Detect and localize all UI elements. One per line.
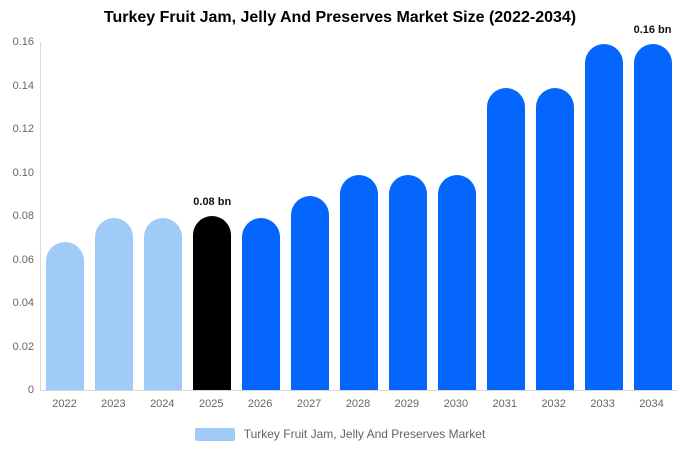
x-axis-tick-label: 2033 xyxy=(590,398,615,410)
y-axis-tick-label: 0.14 xyxy=(12,79,34,92)
x-axis-tick-label: 2030 xyxy=(443,398,469,410)
y-axis-tick-label: 0.12 xyxy=(12,123,34,135)
y-axis-tick-label: 0.06 xyxy=(12,253,34,266)
x-axis-tick-label: 2023 xyxy=(101,398,126,410)
bar-slot xyxy=(530,42,579,390)
bar-slot xyxy=(579,42,628,390)
chart-title: Turkey Fruit Jam, Jelly And Preserves Ma… xyxy=(103,9,577,26)
plot-area: 0.08 bn 0.16 bn xyxy=(40,24,677,391)
legend: Turkey Fruit Jam, Jelly And Preserves Ma… xyxy=(0,427,680,441)
bar-2033 xyxy=(584,44,623,390)
bar-2024 xyxy=(144,218,183,390)
bar-slot xyxy=(139,42,188,390)
x-axis-tick-label: 2034 xyxy=(639,398,664,410)
bar-2022 xyxy=(46,242,85,390)
legend-swatch xyxy=(194,427,235,441)
bar-slot: 0.08 bn xyxy=(188,42,237,390)
x-axis-tick-label: 2022 xyxy=(52,398,77,410)
bar-slot xyxy=(41,42,90,390)
bar-2029 xyxy=(388,175,427,390)
x-axis-tick-label: 2029 xyxy=(394,398,420,410)
y-axis-tick-label: 0.02 xyxy=(12,340,34,353)
x-axis-tick-label: 2025 xyxy=(198,398,224,410)
x-axis-tick-label: 2028 xyxy=(345,398,371,410)
bar-2026 xyxy=(242,218,281,390)
bar-slot xyxy=(237,42,286,390)
y-axis-tick-label: 0.08 xyxy=(12,210,34,222)
x-axis-tick-label: 2032 xyxy=(541,398,566,410)
y-axis-tick-label: 0 xyxy=(27,384,34,396)
bar-2023 xyxy=(95,218,134,390)
y-axis-tick-label: 0.16 xyxy=(12,36,34,48)
bar-value-annotation: 0.08 bn xyxy=(193,196,232,208)
bar-2028 xyxy=(339,175,378,390)
bar-slot xyxy=(432,42,481,390)
bar-slot: 0.16 bn xyxy=(628,24,677,390)
bar-value-annotation: 0.16 bn xyxy=(633,24,672,36)
bar-2025 xyxy=(193,216,232,390)
legend-item[interactable]: Turkey Fruit Jam, Jelly And Preserves Ma… xyxy=(194,427,486,441)
bar-2031 xyxy=(486,88,525,390)
bar-2032 xyxy=(535,88,574,390)
bar-slot xyxy=(383,42,432,390)
bar-2030 xyxy=(437,175,476,390)
y-axis-tick-label: 0.04 xyxy=(12,297,34,309)
y-axis-tick-label: 0.10 xyxy=(12,166,34,179)
x-axis-tick-label: 2026 xyxy=(247,398,273,410)
x-axis-tick-label: 2027 xyxy=(296,398,322,410)
x-axis-tick-label: 2031 xyxy=(492,398,517,410)
bar-2034 xyxy=(633,44,672,390)
bar-slot xyxy=(335,42,384,390)
bar-2027 xyxy=(291,196,330,390)
bar-slot xyxy=(90,42,139,390)
legend-label: Turkey Fruit Jam, Jelly And Preserves Ma… xyxy=(243,427,486,441)
bar-slot xyxy=(286,42,335,390)
x-axis-tick-label: 2024 xyxy=(150,398,175,410)
bar-slot xyxy=(481,42,530,390)
